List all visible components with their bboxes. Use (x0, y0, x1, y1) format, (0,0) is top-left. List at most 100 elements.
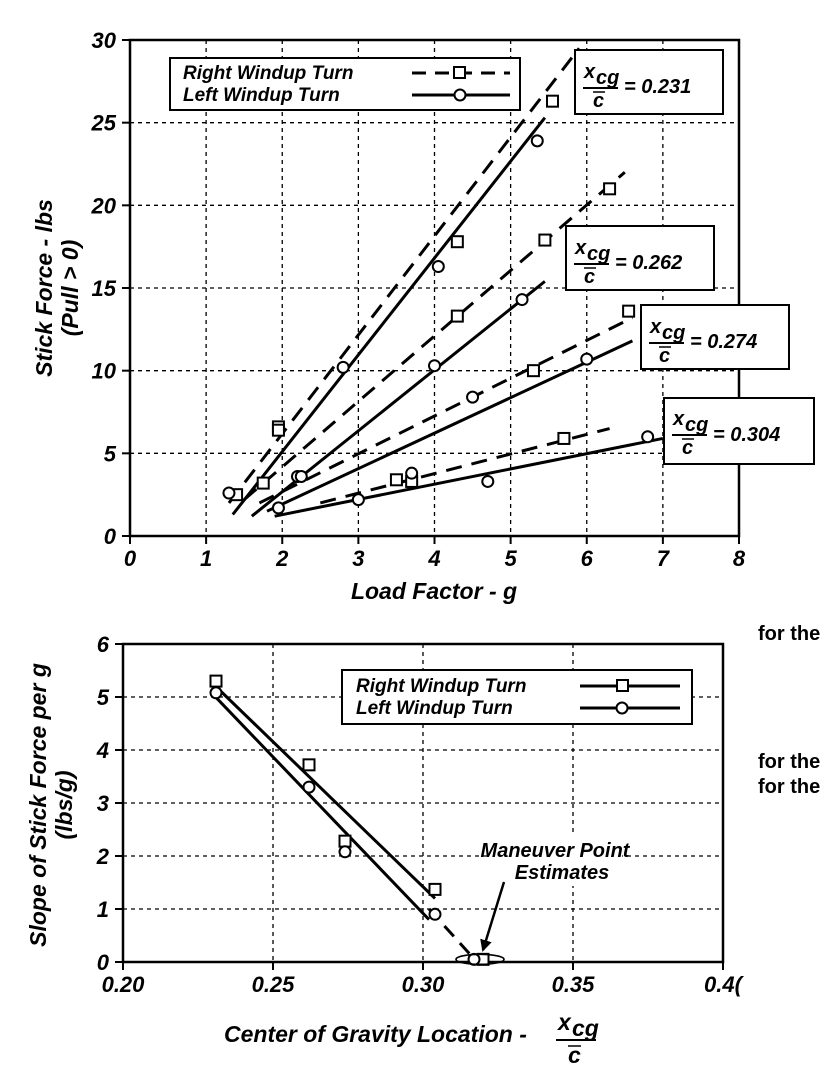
bottom-legend-label-left: Left Windup Turn (356, 698, 513, 719)
right-windup-point (256, 476, 270, 490)
annotation-box (663, 397, 815, 465)
right-windup-point (622, 304, 636, 318)
y-tick-label: 1 (97, 897, 109, 922)
right-windup-fit-line (227, 47, 581, 504)
x-tick-label: 0.30 (402, 972, 446, 997)
left-windup-point (294, 469, 308, 483)
bottom-markers (209, 674, 505, 966)
bottom-x-frac-sub: cg (572, 1015, 599, 1041)
x-tick-label: 3 (352, 546, 364, 571)
top-legend-label-left: Left Windup Turn (183, 85, 340, 106)
page-fragment-1: for the (758, 623, 820, 645)
left-windup-point (466, 390, 480, 404)
left-windup-fit-line (274, 436, 664, 518)
right-windup-point (526, 364, 540, 378)
annotation-xcg-0262: x cg c = 0.262 (565, 225, 715, 291)
frac-sub: cg (662, 322, 685, 344)
left-windup-point (641, 430, 655, 444)
frac-sub: cg (587, 243, 610, 265)
bottom-ticks (115, 643, 724, 970)
top-legend: Right Windup Turn Left Windup Turn (169, 57, 521, 111)
right-windup-point (389, 473, 403, 487)
left-windup-point (336, 360, 350, 374)
left-windup-fit-line (231, 116, 547, 516)
right-windup-point (538, 233, 552, 247)
annotation-box (640, 304, 790, 370)
frac-den: c (682, 437, 693, 459)
annotation-value: = 0.231 (624, 76, 691, 98)
bottom-legend-box (341, 669, 693, 725)
annotation-value: = 0.274 (690, 331, 757, 353)
bottom-y-axis-label: Slope of Stick Force per g (25, 663, 51, 947)
y-tick-label: 10 (92, 359, 117, 384)
right-windup-point (450, 309, 464, 323)
y-tick-label: 6 (97, 632, 110, 657)
bottom-legend: Right Windup Turn Left Windup Turn (341, 669, 693, 725)
left-windup-point (515, 293, 529, 307)
right-windup-slope-point (302, 758, 316, 772)
bottom-y-axis-label-2: (lbs/g) (51, 771, 77, 840)
right-windup-point (545, 94, 559, 108)
right-windup-point (271, 423, 285, 437)
x-tick-label: 4 (427, 546, 440, 571)
top-y-tick-labels: 0 5 10 15 20 25 30 (91, 28, 117, 549)
left-windup-slope-point (338, 845, 352, 859)
top-ticks (122, 39, 740, 544)
maneuver-point-ellipse (455, 953, 505, 966)
y-tick-label: 30 (92, 28, 117, 53)
top-legend-label-right: Right Windup Turn (183, 63, 353, 84)
frac-num: x (583, 61, 596, 83)
frac-sub: cg (596, 67, 619, 89)
y-tick-label: 5 (97, 685, 110, 710)
y-tick-label: 20 (91, 193, 117, 218)
bottom-x-axis-label: Center of Gravity Location - (224, 1021, 527, 1047)
right-windup-fit-line (243, 171, 626, 501)
stick-force-chart: 0 1 2 3 4 5 6 7 8 0 5 10 15 20 25 30 Right Windup Turn… (31, 28, 815, 604)
bottom-x-frac-num: x (556, 1009, 572, 1035)
bottom-x-tick-labels: 0.20 0.25 0.30 0.35 0.4( (102, 972, 745, 997)
y-tick-label: 2 (96, 844, 110, 869)
maneuver-point-annotation: Maneuver Point Estimates (480, 834, 631, 952)
right-windup-slope-point (428, 882, 442, 896)
maneuver-arrow (480, 881, 506, 952)
annotation-box (574, 49, 724, 115)
annotation-xcg-0304: x cg c = 0.304 (663, 397, 815, 465)
x-tick-label: 7 (657, 546, 671, 571)
right-windup-slope-point (338, 834, 352, 848)
maneuver-annotation-line2: Estimates (515, 862, 610, 884)
left-windup-point (431, 260, 445, 274)
page-fragment-2: for the (758, 751, 820, 773)
bottom-x-frac-den: c (568, 1042, 581, 1068)
maneuver-annotation-box (488, 834, 622, 886)
y-tick-label: 25 (91, 111, 117, 136)
frac-den: c (584, 266, 595, 288)
right-windup-fit-line (258, 316, 634, 505)
maneuver-annotation-line1: Maneuver Point (481, 840, 631, 862)
left-windup-slope-point (209, 686, 223, 700)
x-tick-label: 8 (733, 546, 746, 571)
left-windup-point (481, 474, 495, 488)
annotation-value: = 0.304 (713, 424, 780, 446)
left-windup-fit-line (266, 339, 634, 513)
frac-num: x (574, 237, 587, 259)
x-tick-label: 0.35 (552, 972, 596, 997)
frac-num: x (672, 408, 685, 430)
annotation-value: = 0.262 (615, 252, 682, 274)
y-tick-label: 4 (96, 738, 109, 763)
top-legend-marker-right (453, 66, 466, 79)
y-tick-label: 5 (104, 441, 117, 466)
annotation-xcg-0274: x cg c = 0.274 (640, 304, 790, 370)
left-windup-point (428, 359, 441, 373)
x-tick-label: 0.4( (704, 972, 745, 997)
left-windup-point (222, 486, 236, 500)
frac-num: x (649, 316, 662, 338)
top-markers (222, 94, 655, 515)
x-tick-label: 2 (275, 546, 289, 571)
left-windup-point (530, 134, 544, 148)
right-windup-point (603, 182, 617, 196)
right-windup-slope-point (209, 674, 223, 688)
bottom-legend-label-right: Right Windup Turn (356, 676, 526, 697)
top-x-axis-label: Load Factor - g (351, 578, 517, 604)
frac-sub: cg (685, 414, 708, 436)
